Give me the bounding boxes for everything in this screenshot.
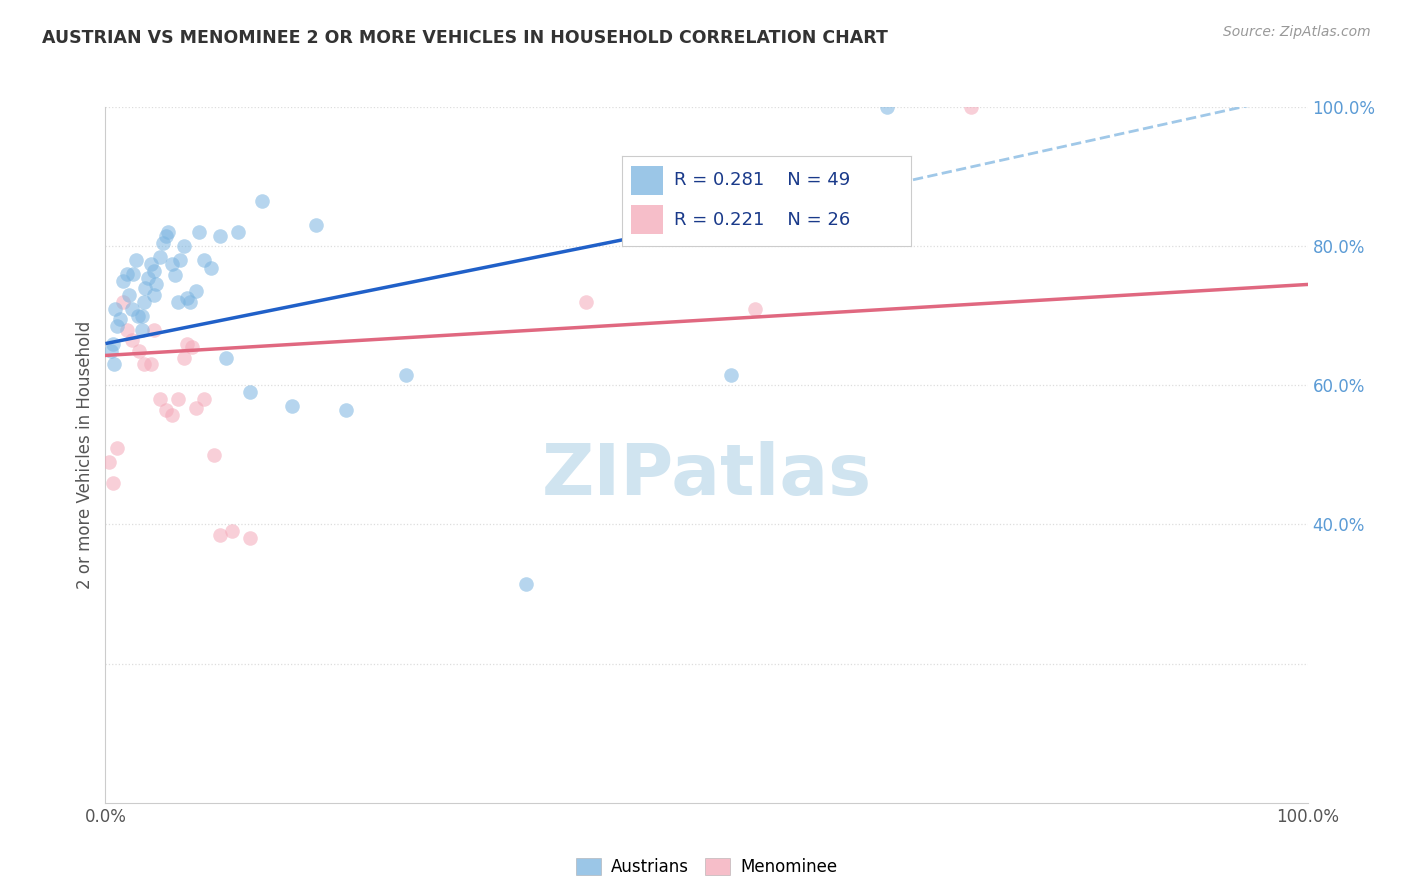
Y-axis label: 2 or more Vehicles in Household: 2 or more Vehicles in Household <box>76 321 94 589</box>
Point <box>208 228 231 243</box>
Point <box>239 532 262 546</box>
Point <box>112 274 135 288</box>
Point <box>122 267 145 281</box>
Bar <box>631 205 662 235</box>
Point <box>156 225 179 239</box>
Point <box>139 358 162 372</box>
Point <box>131 309 153 323</box>
Point <box>101 336 124 351</box>
Point <box>142 323 165 337</box>
Point <box>115 323 138 337</box>
Point <box>200 261 222 276</box>
Point <box>148 250 170 264</box>
Bar <box>631 166 662 194</box>
Point <box>166 392 188 407</box>
Point <box>226 225 249 239</box>
Point <box>98 455 121 469</box>
Text: Source: ZipAtlas.com: Source: ZipAtlas.com <box>1223 25 1371 39</box>
Point <box>127 309 149 323</box>
Point <box>160 256 183 270</box>
Point <box>128 343 150 358</box>
Point <box>184 401 207 415</box>
Point <box>176 336 198 351</box>
Point <box>145 277 167 292</box>
Legend: Austrians, Menominee: Austrians, Menominee <box>569 851 844 883</box>
Point <box>305 219 328 233</box>
Point <box>166 294 188 309</box>
Point <box>744 301 766 316</box>
Point <box>132 294 155 309</box>
Point <box>152 235 174 250</box>
Point <box>142 263 165 277</box>
Point <box>104 301 127 316</box>
Point <box>107 319 129 334</box>
Point <box>179 294 201 309</box>
Text: AUSTRIAN VS MENOMINEE 2 OR MORE VEHICLES IN HOUSEHOLD CORRELATION CHART: AUSTRIAN VS MENOMINEE 2 OR MORE VEHICLES… <box>42 29 889 46</box>
Point <box>720 368 742 382</box>
Point <box>575 294 598 309</box>
Point <box>134 281 156 295</box>
Point <box>250 194 273 208</box>
Point <box>202 448 225 462</box>
Point <box>131 323 153 337</box>
Text: R = 0.221    N = 26: R = 0.221 N = 26 <box>675 211 851 229</box>
Point <box>193 392 215 407</box>
Point <box>221 524 243 539</box>
Point <box>335 402 357 417</box>
Point <box>188 225 211 239</box>
Point <box>132 358 155 372</box>
Point <box>103 358 125 372</box>
Point <box>101 475 124 490</box>
Point <box>214 351 236 365</box>
Point <box>112 294 135 309</box>
Point <box>176 291 198 305</box>
Point <box>239 385 262 400</box>
Point <box>108 312 131 326</box>
Point <box>960 100 983 114</box>
Point <box>184 285 207 299</box>
Point <box>100 343 122 358</box>
Point <box>118 288 141 302</box>
Point <box>107 441 129 455</box>
Point <box>121 301 143 316</box>
Text: ZIPatlas: ZIPatlas <box>541 442 872 510</box>
Point <box>165 268 187 283</box>
Point <box>115 267 138 281</box>
Text: R = 0.281    N = 49: R = 0.281 N = 49 <box>675 171 851 189</box>
Point <box>169 253 191 268</box>
Point <box>148 392 170 407</box>
Point <box>136 270 159 285</box>
Point <box>160 408 183 422</box>
Point <box>173 239 195 253</box>
Point <box>181 340 204 354</box>
Point <box>515 576 537 591</box>
Point <box>155 228 177 243</box>
Point <box>139 256 162 270</box>
Point <box>121 333 143 347</box>
Point <box>124 253 146 268</box>
Point <box>395 368 418 382</box>
Point <box>876 100 898 114</box>
Point <box>155 402 177 417</box>
Point <box>208 528 231 542</box>
Point <box>142 288 165 302</box>
Point <box>281 399 304 413</box>
Point <box>193 253 215 268</box>
Point <box>173 351 195 365</box>
